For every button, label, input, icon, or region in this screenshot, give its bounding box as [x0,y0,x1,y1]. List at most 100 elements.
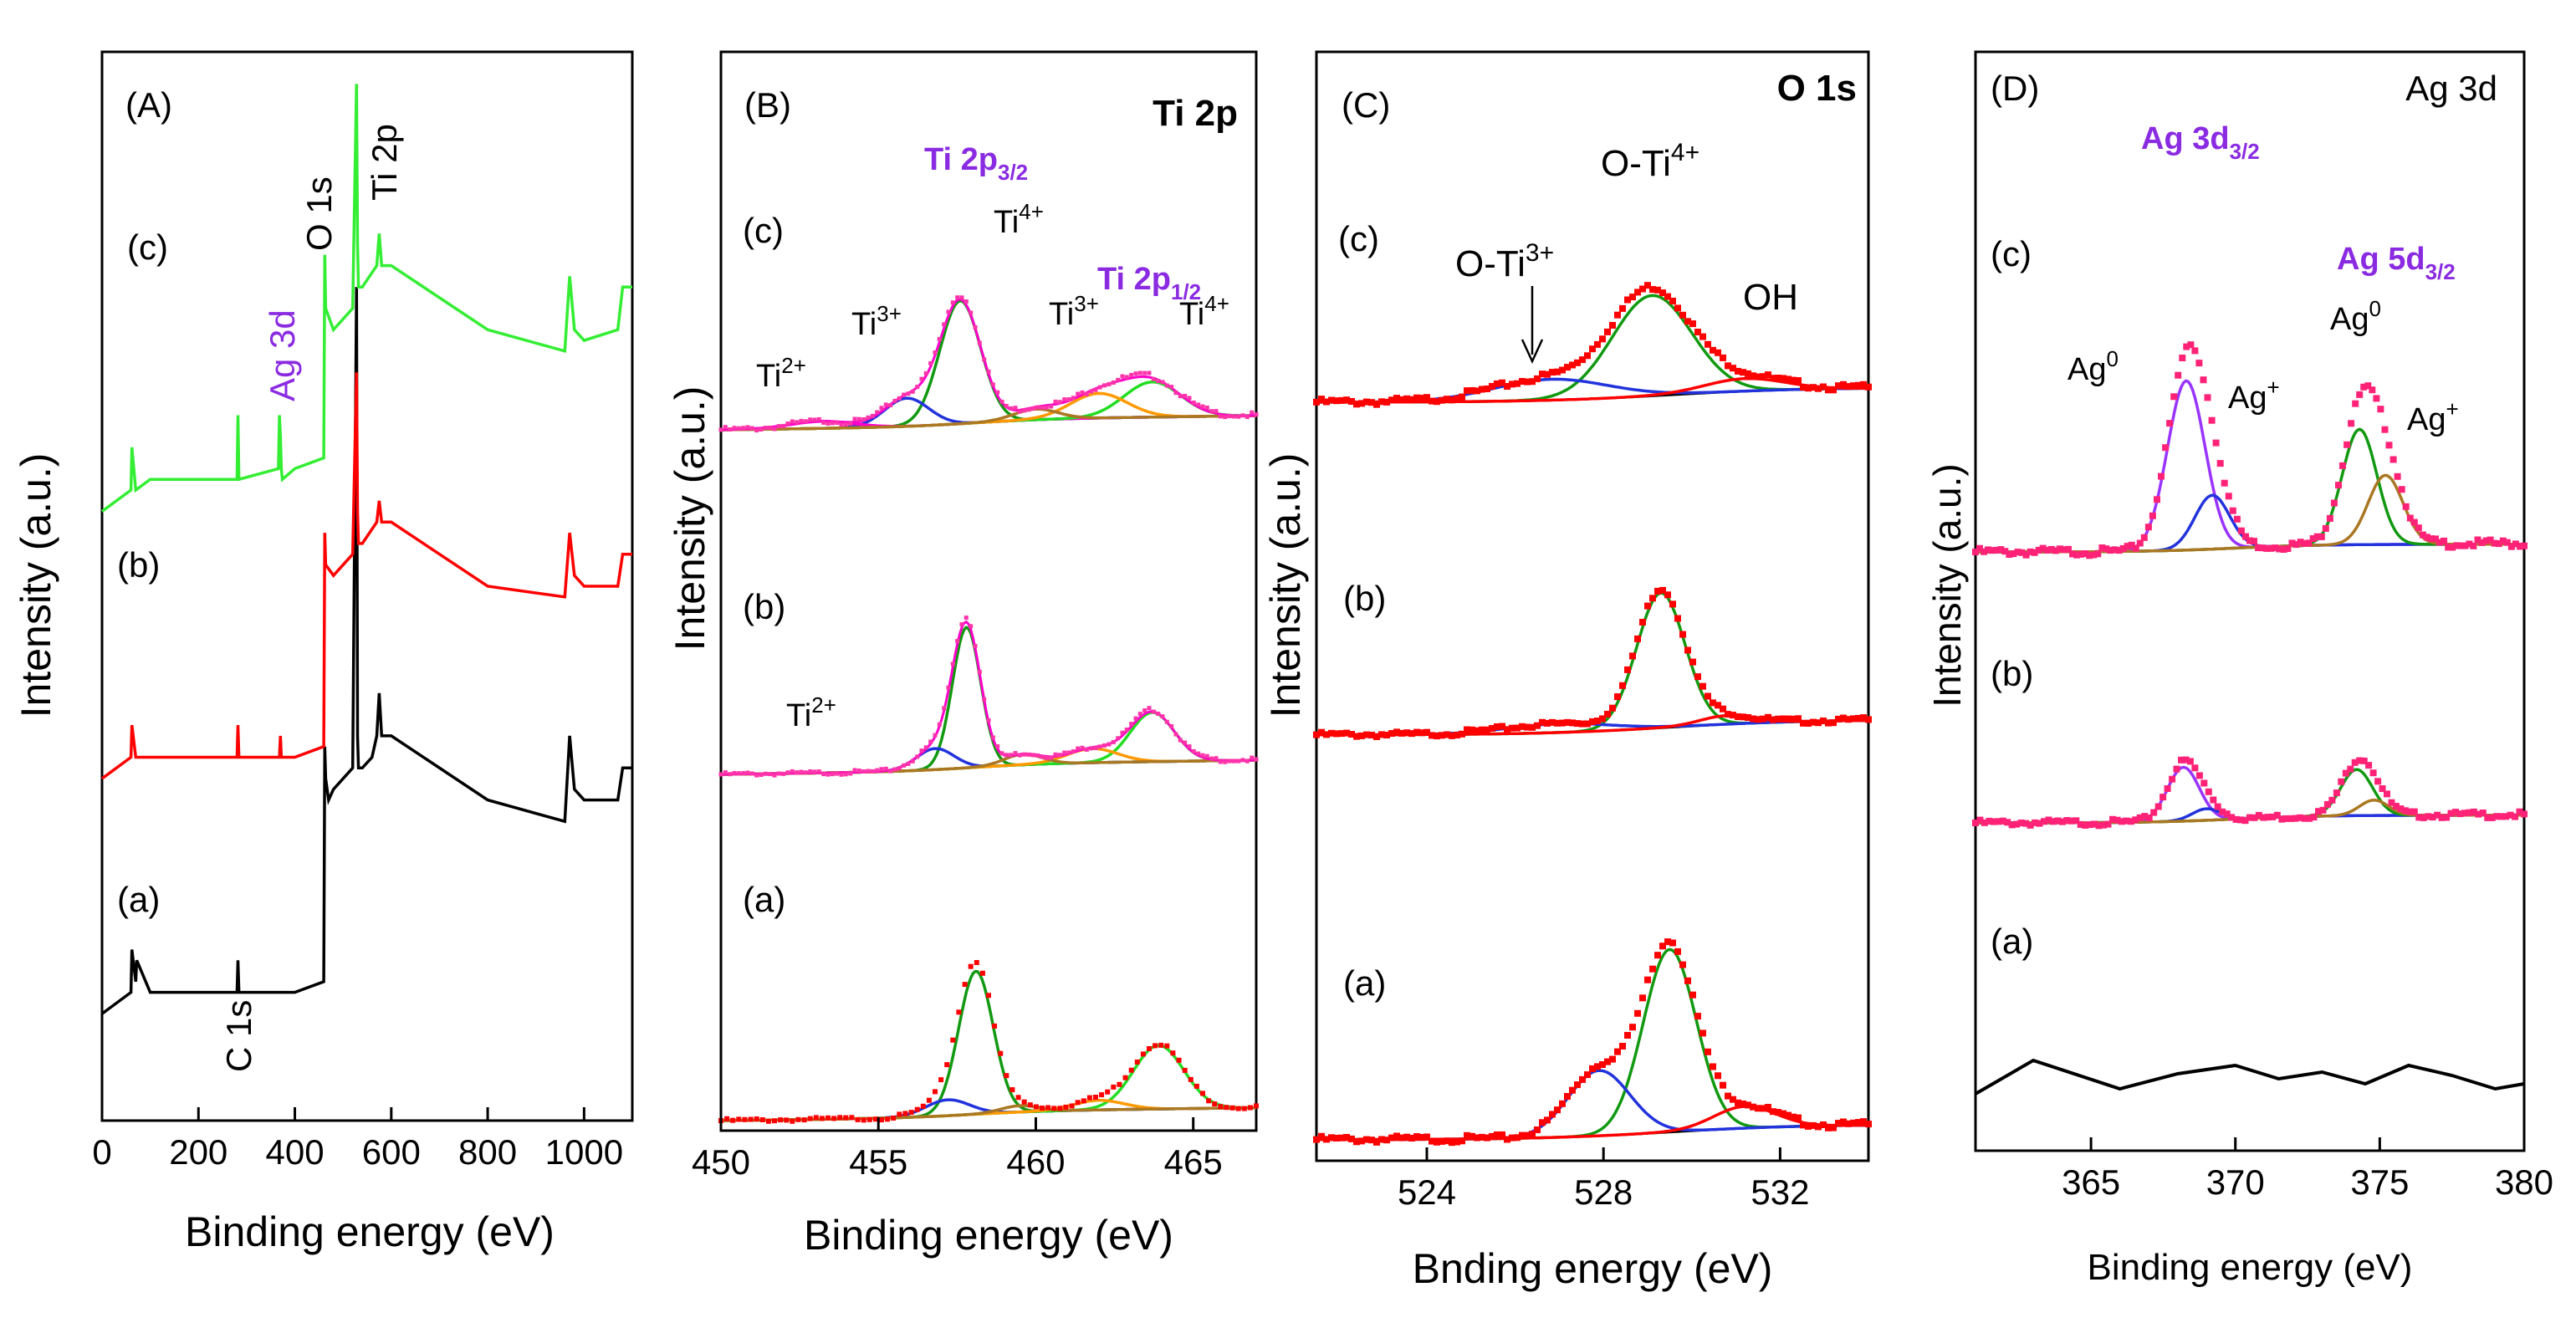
panel-d-agplus-1: Ag+ [2228,375,2280,416]
panel-b-trace-c-point [1124,375,1129,380]
panel-b-trace-a-point [933,1089,938,1095]
panel-d-trace-c-point [1972,549,1979,555]
panel-d-trace-c-point [2381,426,2389,433]
panel-d-trace-c-point [2144,524,2152,531]
panel-b-trace-c-point [1120,374,1125,379]
panel-b-trace-c-point [812,417,817,422]
panel-c-trace-b-point [1815,719,1822,727]
panel-b-trace-b-point [1156,712,1161,716]
panel-c-trace-c-point [1569,361,1576,369]
panel-c-trace-b-point [1654,587,1661,595]
panel-d-agplus-2: Ag+ [2407,396,2459,437]
panel-b-trace-a-point [1235,1106,1241,1111]
panel-c-trace-a-point [1689,991,1696,999]
panel-c-traces [1313,282,1872,1147]
panel-c-trace-a-point [1684,977,1691,984]
panel-d-trace-c-point [1976,544,1983,552]
panel-c-trace-b-point [1770,716,1776,723]
panel-c-trace-b-point [1594,718,1601,724]
panel-d-trace-b-point [1976,816,1984,824]
panel-c-trace-c-point [1715,349,1721,356]
panel-c-trace-b-point [1449,732,1455,739]
panel-c-trace-b-point [1454,732,1460,738]
panel-b-trace-b-point [1191,748,1196,753]
panel-c-trace-a-point [1434,1138,1440,1146]
panel-c-trace-a-point [1715,1072,1721,1080]
panel-d-trace-b-point [2145,815,2153,822]
panel-c-trace-a-point [1403,1133,1410,1141]
panel-c-trace-a-point [1544,1116,1551,1124]
panel-b-trace-a-point [1063,1104,1069,1110]
panel-b-trace-b-point [728,772,733,777]
panel-b-trace-a-point [944,1062,950,1068]
panel-c-trace-a-point [1358,1137,1365,1145]
panel-d-trace-c-point [2246,537,2253,544]
panel-c-trace-c-point [1795,377,1802,384]
panel-c-trace-a-point [1855,1119,1862,1126]
panel-d-trace-b-point [2077,820,2084,828]
panel-d-trace-c-point [2364,382,2372,390]
panel-d-trace-c-point [2507,543,2515,550]
panel-b-trace-b-point [1080,745,1085,750]
panel-c-oti3-arrow [1521,286,1544,364]
panel-b-trace-c-point [1214,409,1219,414]
panel-c-trace-b-point [1514,724,1521,732]
panel-d-trace-c-point [2047,545,2055,553]
panel-c-trace-c-point [1760,373,1766,381]
panel-c-trace-a-point [1850,1119,1857,1126]
panel-c-trace-c-point [1820,383,1827,391]
panel-b-trace-b-point [870,769,875,774]
panel-c-trace-c-point [1353,401,1360,408]
panel-c-trace-a-point [1800,1121,1807,1129]
panel-d-trace-c-point [2335,482,2342,489]
panel-b-trace-a-point [1206,1098,1212,1104]
panel-c-trace-b-point [1694,673,1701,681]
panel-c-trace-b-point [1403,729,1410,737]
panel-b-ti2plus-a: Ti2+ [756,353,806,394]
panel-d-trace-b-point [1990,818,1997,825]
panel-b-trace-b-point [1097,744,1102,749]
panel-c-trace-b-point [1684,646,1691,654]
panel-c-trace-b-point [1745,714,1751,721]
panel-b-trace-b-point [910,758,915,764]
panel-d-trace-b-point [2017,820,2025,826]
panel-d-trace-b-point [1995,818,2002,825]
panel-c-trace-b-point [1499,723,1505,730]
panel-d-trace-c-point [2305,539,2313,547]
panel-b-trace-c-point [1013,406,1018,411]
panel-c-trace-c-point [1840,381,1847,388]
panel-b-trace-b-point [1240,758,1245,763]
panel-c-trace-c-point [1509,381,1515,388]
panel-b-trace-a-point [759,1117,765,1122]
panel-c-trace-b-point [1393,728,1400,736]
panel-b-trace-a-point [1057,1106,1063,1111]
panel-c-trace-a-point [1720,1081,1726,1089]
panel-b-trace-a-point [974,960,979,965]
panel-d-trace-c-point [2225,493,2232,500]
panel-d-trace-b-point [2497,813,2505,820]
panel-b-trace-c-point [969,310,974,315]
panel-b-trace-b-point [959,622,964,627]
panel-c-trace-a-point [1479,1133,1485,1141]
panel-b-trace-a-point [1075,1100,1081,1106]
panel-d-trace-c-point [2348,420,2355,427]
panel-d-trace-b-point [2191,764,2199,772]
panel-b-trace-b-point [923,745,928,750]
panel-c-trace-c-point [1333,397,1340,405]
panel-b-trace-b-point [1053,752,1058,757]
panel-b-trace-c-point [1044,405,1049,410]
panel-c-trace-a-point [1474,1134,1480,1142]
panel-b-trace-b-point [1178,738,1183,743]
panel-a-tick-label-400: 400 [266,1132,325,1172]
panel-b-trace-a-point [1081,1098,1086,1104]
panel-c-trace-b-point [1639,619,1646,626]
panel-c-trace-c-point [1529,378,1536,386]
panel-b-trace-c-point [741,426,746,431]
panel-d-trace-b-point [2210,796,2217,804]
panel-b-trace-a-point [902,1111,908,1116]
panel-b-trace-b-point [1102,743,1107,748]
panel-b-trace-b-point [879,767,884,772]
panel-b-trace-a-point [1140,1051,1146,1057]
panel-d-trace-c-point [2263,544,2271,552]
